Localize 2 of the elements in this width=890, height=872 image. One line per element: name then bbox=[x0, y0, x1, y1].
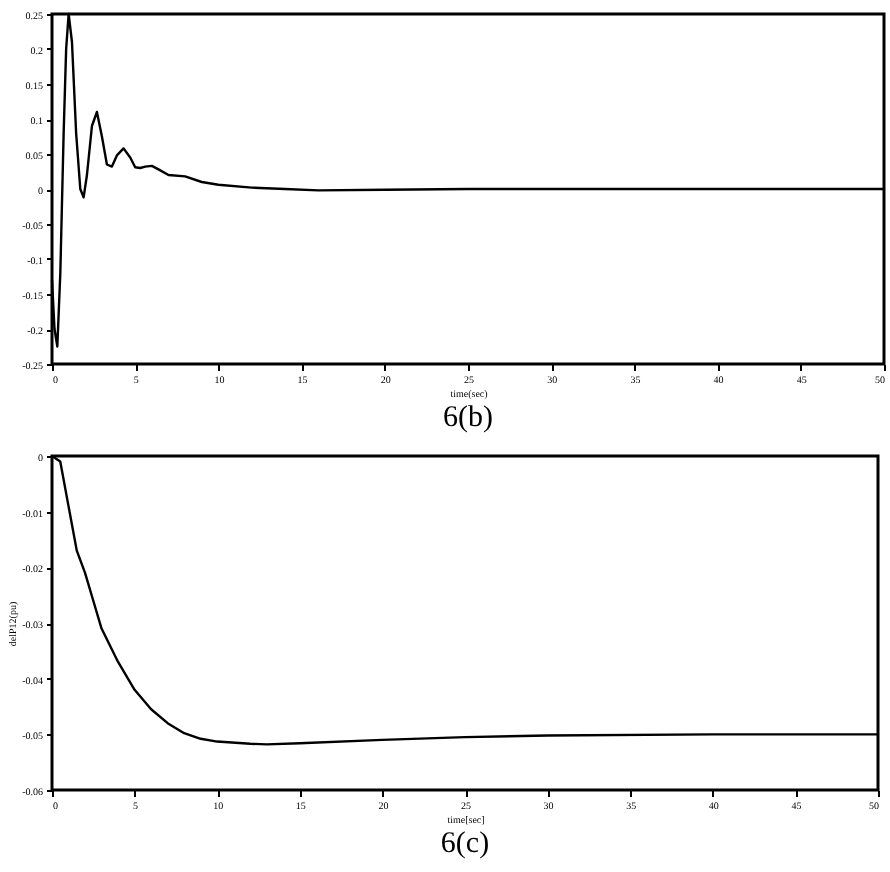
text: 6(c) bbox=[440, 828, 490, 860]
text: 6(b) bbox=[443, 402, 493, 434]
